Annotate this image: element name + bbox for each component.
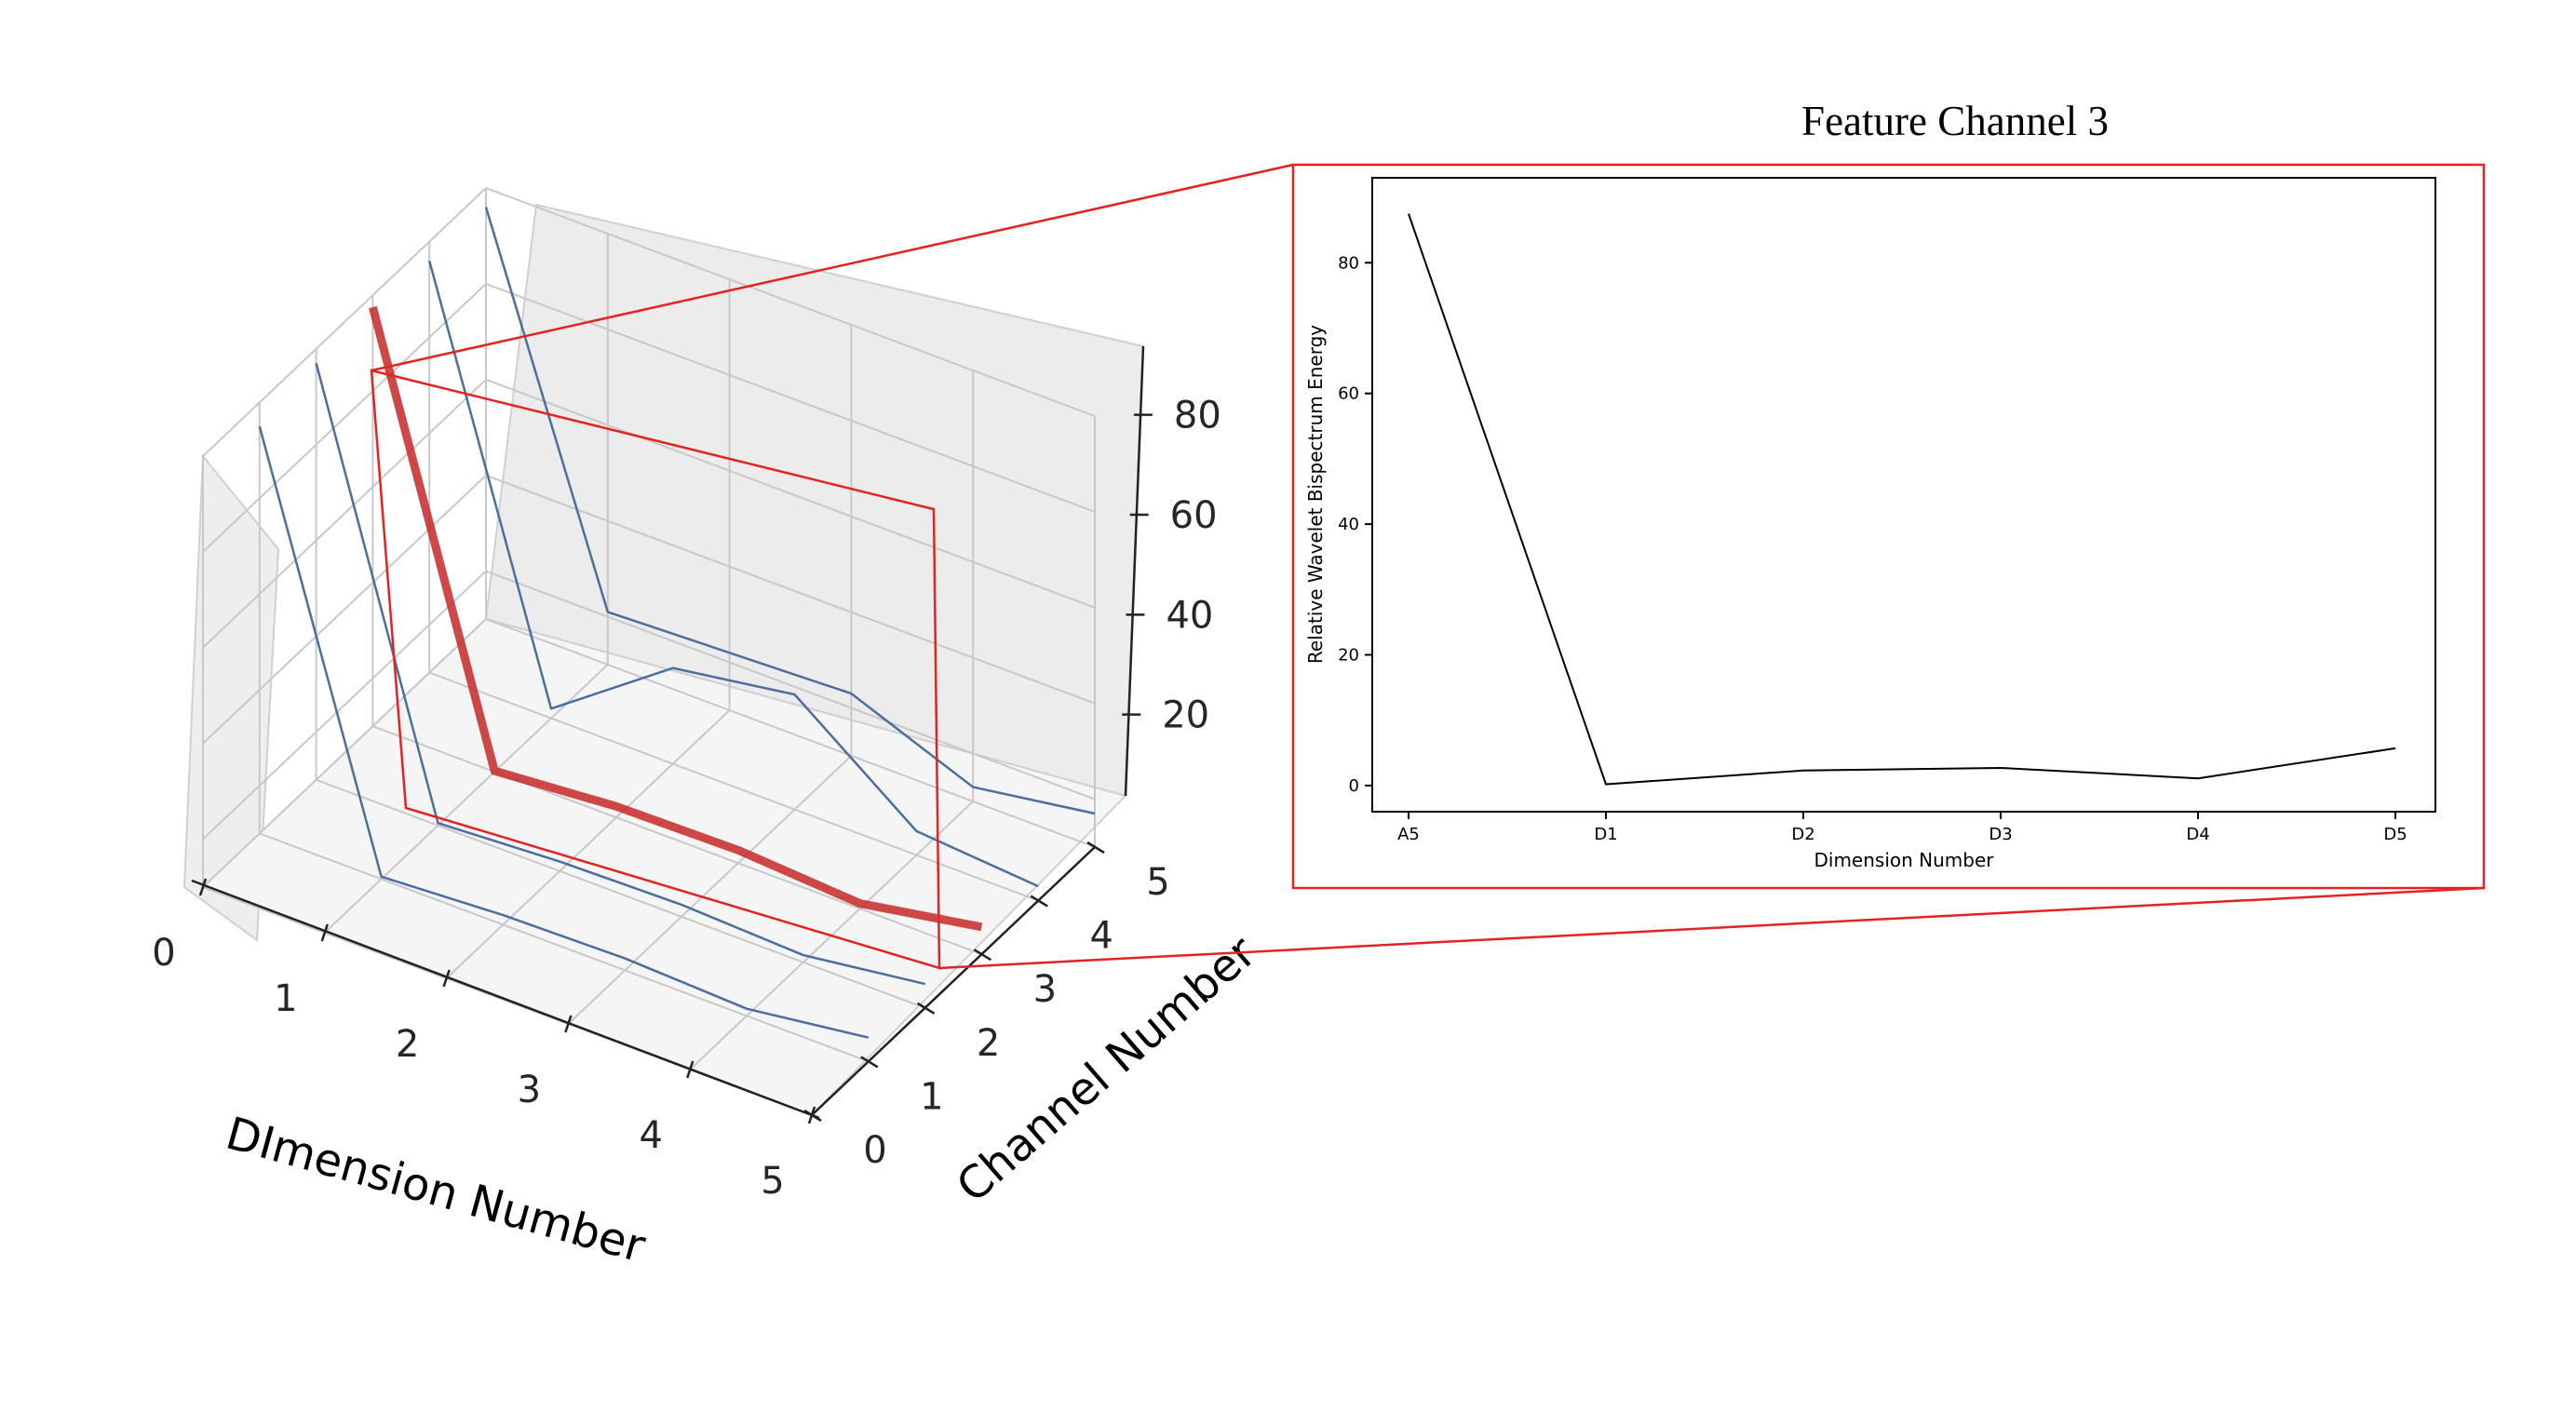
y-tick-label: 5 — [1146, 861, 1169, 904]
y-axis-line — [811, 846, 1096, 1116]
x-tick-label: 4 — [639, 1114, 662, 1157]
y-tick-mark — [916, 1002, 936, 1015]
pane-left — [182, 453, 280, 942]
y-tick-mark — [1030, 895, 1048, 908]
series-line — [315, 362, 925, 986]
z-tick-label: 20 — [1162, 694, 1209, 737]
grid-lines — [202, 186, 1096, 1116]
x-tick-label: 0 — [152, 932, 175, 975]
z-axis-line — [1124, 345, 1145, 797]
grid-line-z — [202, 282, 1096, 553]
grid-line-z — [202, 570, 1096, 841]
x-tick-label: 3 — [518, 1069, 541, 1111]
y-tick-mark — [973, 949, 992, 962]
y-tick-mark — [860, 1056, 879, 1069]
inset-x-tick-label: D4 — [2186, 825, 2209, 844]
x-tick-mark — [686, 1060, 695, 1079]
inset-y-tick-label: 20 — [1338, 646, 1359, 666]
x-tick-label: 1 — [274, 977, 297, 1020]
series-line — [258, 425, 870, 1039]
inset-x-tick-label: D5 — [2383, 825, 2407, 844]
series-line — [484, 207, 1096, 815]
x-tick-mark — [442, 969, 451, 988]
inset-x-tick-label: D1 — [1594, 825, 1617, 844]
inset-y-tick-label: 0 — [1349, 776, 1359, 796]
inset-title: Feature Channel 3 — [1801, 98, 2109, 144]
y-tick-label: 2 — [977, 1022, 1000, 1065]
zoom-connector-bottom — [938, 886, 2485, 970]
z-tick-label: 80 — [1174, 395, 1221, 437]
inset-ticks: 0 20 40 60 80 A5 D1 D2 D3 D4 D5 — [1338, 253, 2407, 844]
grid-line-y — [371, 295, 982, 956]
grid-line-y — [485, 188, 1096, 848]
inset-border — [1291, 163, 2486, 890]
x-tick-mark — [564, 1015, 573, 1033]
y-tick-label: 4 — [1089, 915, 1113, 958]
inset-x-tick-label: A5 — [1397, 825, 1420, 844]
y-tick-label: 0 — [863, 1129, 886, 1172]
y-tick-mark — [803, 1109, 822, 1123]
inset-y-tick-label: 40 — [1338, 515, 1359, 534]
inset-x-axis-title: Dimension Number — [1814, 849, 1994, 871]
highlighted-series-line — [369, 305, 983, 932]
grid-line-y — [258, 402, 870, 1063]
zoom-connector-top — [371, 163, 1294, 372]
inset-plot-area — [1371, 177, 2436, 813]
y-tick-label: 1 — [920, 1075, 943, 1118]
grid-line-z — [202, 378, 1096, 649]
x-tick-mark — [198, 878, 208, 896]
grid-line-z — [202, 186, 1096, 457]
x-axis-line — [191, 879, 820, 1120]
z-tick-label: 60 — [1170, 494, 1218, 537]
grid-line-y — [315, 348, 925, 1009]
inset-x-tick-label: D2 — [1791, 825, 1814, 844]
inset-y-axis-title: Relative Wavelet Bispectrum Energy — [1304, 325, 1327, 664]
x-tick-mark — [320, 923, 329, 942]
series-lines — [258, 207, 1096, 1039]
z-tick-label: 40 — [1166, 594, 1213, 637]
inset-y-tick-label: 60 — [1338, 384, 1359, 404]
axis-lines — [191, 345, 1145, 1120]
x-axis-title: DImension Number — [221, 1108, 651, 1273]
y-tick-mark — [1086, 841, 1105, 855]
y-tick-label: 3 — [1033, 968, 1057, 1011]
x-tick-label: 5 — [761, 1160, 784, 1203]
y-axis-title: Channel Number — [947, 926, 1266, 1213]
grid-line-z — [202, 474, 1096, 745]
inset-series-line — [1408, 213, 2396, 786]
inset-y-tick-label: 80 — [1338, 253, 1359, 273]
inset-x-tick-label: D3 — [1989, 825, 2012, 844]
x-tick-label: 2 — [396, 1023, 419, 1066]
